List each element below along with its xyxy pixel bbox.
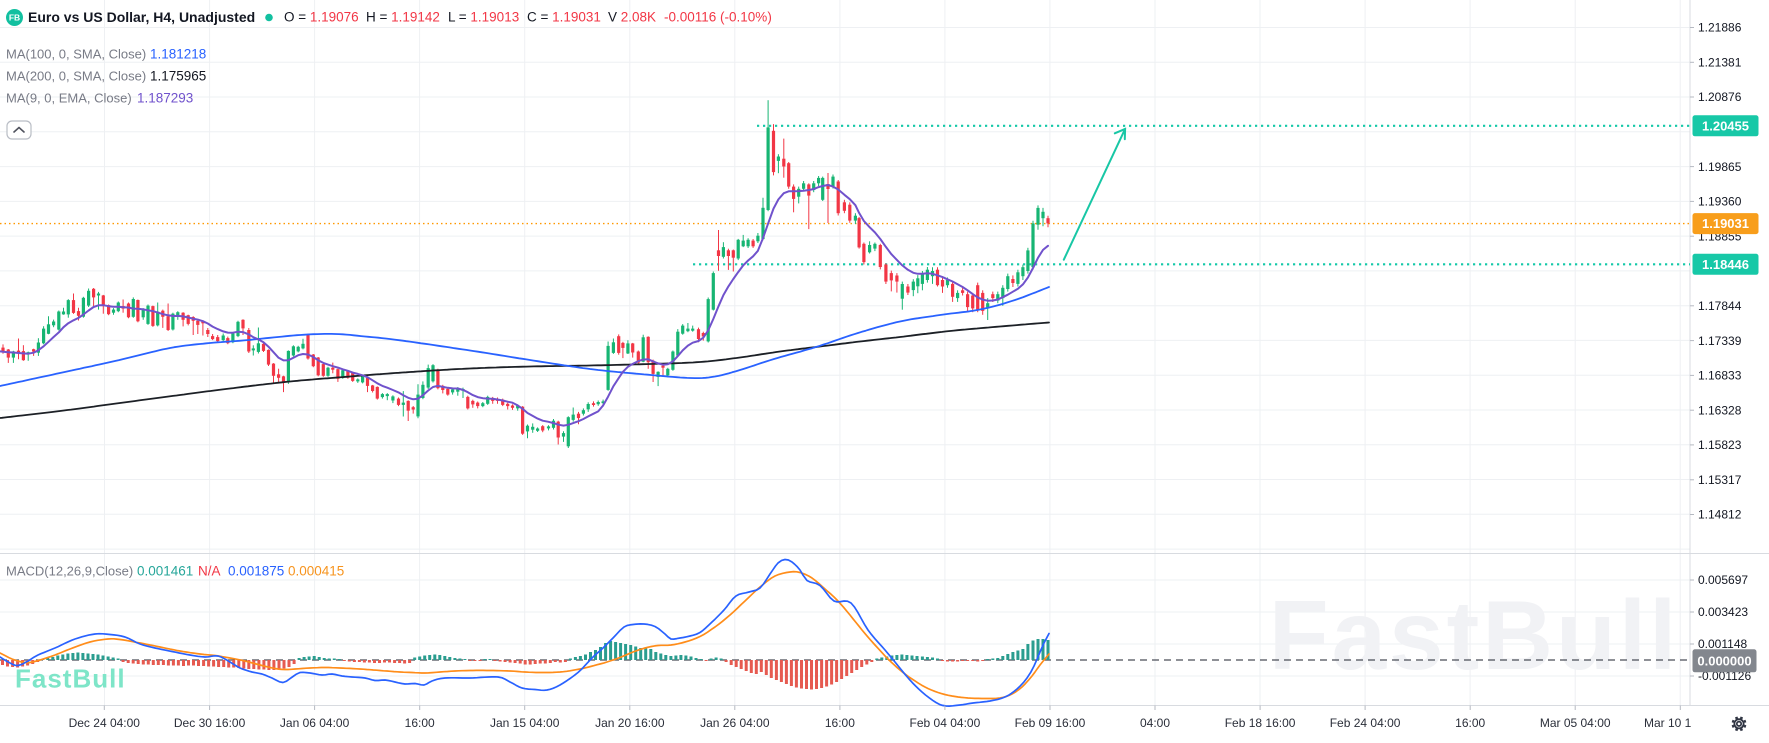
svg-text:Dec 30 16:00: Dec 30 16:00 (174, 716, 246, 730)
svg-text:C = 1.19031: C = 1.19031 (527, 10, 601, 25)
svg-text:1.15317: 1.15317 (1698, 473, 1742, 487)
svg-text:Mar 10 1: Mar 10 1 (1644, 716, 1692, 730)
svg-text:Feb 24 04:00: Feb 24 04:00 (1330, 716, 1401, 730)
svg-text:0.001461: 0.001461 (137, 564, 193, 579)
svg-text:N/A: N/A (198, 564, 221, 579)
svg-text:1.15823: 1.15823 (1698, 438, 1742, 452)
svg-text:FastBull: FastBull (15, 664, 126, 694)
svg-text:Jan 26 04:00: Jan 26 04:00 (700, 716, 770, 730)
svg-text:MA(100, 0, SMA, Close): MA(100, 0, SMA, Close) (6, 47, 146, 62)
svg-text:V 2.08K: V 2.08K (608, 10, 656, 25)
svg-text:Mar 05 04:00: Mar 05 04:00 (1540, 716, 1611, 730)
svg-text:1.21381: 1.21381 (1698, 56, 1742, 70)
svg-text:1.19360: 1.19360 (1698, 195, 1742, 209)
svg-text:Feb 09 16:00: Feb 09 16:00 (1015, 716, 1086, 730)
svg-text:Jan 06 04:00: Jan 06 04:00 (280, 716, 350, 730)
svg-text:16:00: 16:00 (405, 716, 435, 730)
svg-text:H = 1.19142: H = 1.19142 (366, 10, 440, 25)
svg-text:1.16833: 1.16833 (1698, 369, 1742, 383)
svg-text:1.17339: 1.17339 (1698, 334, 1742, 348)
svg-text:1.181218: 1.181218 (150, 47, 206, 62)
svg-text:O = 1.19076: O = 1.19076 (284, 10, 359, 25)
svg-text:-0.001126: -0.001126 (1698, 669, 1751, 683)
svg-text:Jan 15 04:00: Jan 15 04:00 (490, 716, 560, 730)
svg-text:0.000000: 0.000000 (1697, 653, 1751, 668)
svg-text:1.20455: 1.20455 (1702, 118, 1749, 133)
svg-text:1.187293: 1.187293 (137, 91, 193, 106)
svg-text:MA(9, 0, EMA, Close): MA(9, 0, EMA, Close) (6, 91, 132, 106)
svg-text:Feb 04 04:00: Feb 04 04:00 (910, 716, 981, 730)
svg-text:1.17844: 1.17844 (1698, 299, 1742, 313)
svg-text:1.20876: 1.20876 (1698, 90, 1742, 104)
svg-text:FB: FB (9, 13, 20, 23)
svg-text:1.19031: 1.19031 (1702, 216, 1749, 231)
svg-text:16:00: 16:00 (825, 716, 855, 730)
svg-text:1.18446: 1.18446 (1702, 257, 1749, 272)
svg-text:Jan 20 16:00: Jan 20 16:00 (595, 716, 665, 730)
svg-text:16:00: 16:00 (1455, 716, 1485, 730)
svg-text:1.16328: 1.16328 (1698, 403, 1742, 417)
svg-text:-0.00116 (-0.10%): -0.00116 (-0.10%) (664, 10, 772, 25)
svg-text:04:00: 04:00 (1140, 716, 1170, 730)
svg-text:1.21886: 1.21886 (1698, 21, 1742, 35)
svg-text:0.005697: 0.005697 (1698, 573, 1748, 587)
svg-text:Dec 24 04:00: Dec 24 04:00 (69, 716, 141, 730)
svg-text:Feb 18 16:00: Feb 18 16:00 (1225, 716, 1296, 730)
svg-text:MACD(12,26,9,Close): MACD(12,26,9,Close) (6, 564, 133, 579)
svg-text:1.14812: 1.14812 (1698, 508, 1742, 522)
svg-text:1.19865: 1.19865 (1698, 160, 1742, 174)
svg-text:FastBull: FastBull (1269, 580, 1680, 690)
svg-text:0.001148: 0.001148 (1698, 637, 1747, 651)
svg-text:0.001875: 0.001875 (228, 564, 284, 579)
svg-text:L = 1.19013: L = 1.19013 (448, 10, 519, 25)
svg-text:1.175965: 1.175965 (150, 69, 206, 84)
svg-text:Euro vs US Dollar, H4, Unadjus: Euro vs US Dollar, H4, Unadjusted (28, 9, 255, 25)
svg-text:0.000415: 0.000415 (288, 564, 344, 579)
svg-text:MA(200, 0, SMA, Close): MA(200, 0, SMA, Close) (6, 69, 146, 84)
svg-text:0.003423: 0.003423 (1698, 605, 1748, 619)
